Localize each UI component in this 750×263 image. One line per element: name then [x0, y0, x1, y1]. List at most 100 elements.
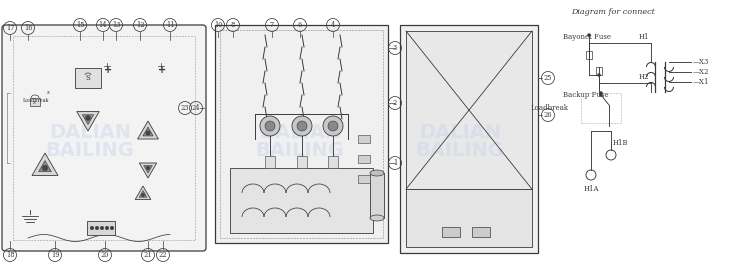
- Text: 17: 17: [6, 24, 14, 32]
- Bar: [472, 227, 490, 237]
- Text: —X3: —X3: [693, 58, 709, 66]
- Circle shape: [292, 116, 312, 136]
- Text: +: +: [158, 65, 166, 75]
- FancyBboxPatch shape: [2, 25, 206, 251]
- Text: +: +: [104, 65, 112, 75]
- Text: —X1: —X1: [693, 78, 709, 86]
- Polygon shape: [144, 165, 152, 173]
- Text: DALIAN: DALIAN: [49, 124, 131, 143]
- Text: 3: 3: [393, 44, 398, 52]
- Bar: [87, 221, 115, 235]
- Circle shape: [90, 226, 94, 230]
- Text: Diagram for connect: Diagram for connect: [571, 8, 655, 16]
- Text: 6: 6: [298, 21, 302, 29]
- Text: DALIAN: DALIAN: [259, 124, 341, 143]
- Text: 20: 20: [100, 251, 109, 259]
- Text: 1: 1: [393, 159, 398, 167]
- Text: 23: 23: [181, 104, 189, 112]
- Text: BAILING: BAILING: [416, 141, 505, 160]
- Text: 11: 11: [166, 21, 174, 29]
- Polygon shape: [139, 190, 147, 197]
- Bar: [370, 173, 384, 218]
- Text: 4: 4: [331, 21, 335, 29]
- Circle shape: [598, 73, 601, 77]
- Text: DALIAN: DALIAN: [419, 124, 501, 143]
- Text: Loadbreak: Loadbreak: [23, 99, 50, 104]
- Circle shape: [100, 226, 104, 230]
- Circle shape: [260, 116, 280, 136]
- Text: H1: H1: [638, 33, 649, 41]
- Polygon shape: [142, 127, 153, 136]
- Text: 16: 16: [24, 24, 32, 32]
- Circle shape: [42, 165, 48, 171]
- Bar: [442, 227, 460, 237]
- Bar: [328, 156, 338, 168]
- Polygon shape: [82, 115, 94, 124]
- Circle shape: [86, 116, 90, 120]
- Bar: [297, 156, 307, 168]
- Text: 24: 24: [192, 104, 200, 112]
- Text: 12: 12: [136, 21, 144, 29]
- Bar: [358, 175, 370, 183]
- Text: —X2: —X2: [693, 68, 709, 76]
- Circle shape: [265, 121, 275, 131]
- Text: 19: 19: [51, 251, 59, 259]
- Circle shape: [110, 226, 114, 230]
- Bar: [358, 135, 370, 143]
- Text: 21: 21: [144, 251, 152, 259]
- Circle shape: [142, 193, 145, 197]
- Text: 13: 13: [112, 21, 120, 29]
- Bar: [265, 156, 275, 168]
- Text: x: x: [46, 90, 50, 95]
- Text: 2: 2: [393, 99, 398, 107]
- Text: S: S: [86, 74, 91, 82]
- Circle shape: [105, 226, 109, 230]
- Bar: [75, 68, 101, 88]
- Text: H1B: H1B: [613, 139, 628, 147]
- Text: BAILING: BAILING: [46, 141, 134, 160]
- Text: 26: 26: [544, 111, 552, 119]
- Text: 15: 15: [76, 21, 84, 29]
- Circle shape: [323, 116, 343, 136]
- Text: 10: 10: [214, 21, 222, 29]
- Text: 22: 22: [159, 251, 167, 259]
- Ellipse shape: [370, 170, 384, 176]
- Text: 14: 14: [99, 21, 107, 29]
- Circle shape: [587, 33, 590, 37]
- Bar: [30, 98, 40, 106]
- Circle shape: [599, 92, 602, 94]
- Bar: [406, 189, 532, 247]
- Ellipse shape: [370, 215, 384, 221]
- Polygon shape: [76, 112, 99, 131]
- Polygon shape: [135, 186, 151, 200]
- Circle shape: [95, 226, 99, 230]
- Bar: [13, 36, 195, 240]
- Circle shape: [297, 121, 307, 131]
- Circle shape: [599, 94, 602, 97]
- Polygon shape: [38, 160, 52, 172]
- Text: H1A: H1A: [584, 185, 598, 193]
- Text: Loadbreak: Loadbreak: [531, 104, 569, 112]
- Text: 18: 18: [6, 251, 14, 259]
- Bar: [400, 25, 538, 253]
- Bar: [586, 51, 592, 59]
- Circle shape: [328, 121, 338, 131]
- Text: H2: H2: [638, 73, 649, 81]
- Text: 8: 8: [231, 21, 236, 29]
- Polygon shape: [140, 163, 157, 178]
- Circle shape: [146, 131, 150, 135]
- Bar: [358, 155, 370, 163]
- Bar: [596, 67, 602, 75]
- Text: x: x: [32, 100, 35, 105]
- Polygon shape: [137, 121, 158, 139]
- Circle shape: [146, 166, 150, 170]
- Polygon shape: [32, 153, 58, 175]
- Bar: [220, 30, 383, 238]
- Text: 25: 25: [544, 74, 552, 82]
- Bar: [215, 25, 388, 243]
- Bar: [406, 31, 532, 189]
- Text: Bayonet Fuse: Bayonet Fuse: [563, 33, 611, 41]
- Text: 7: 7: [270, 21, 274, 29]
- Bar: [230, 168, 373, 233]
- Bar: [581, 93, 621, 123]
